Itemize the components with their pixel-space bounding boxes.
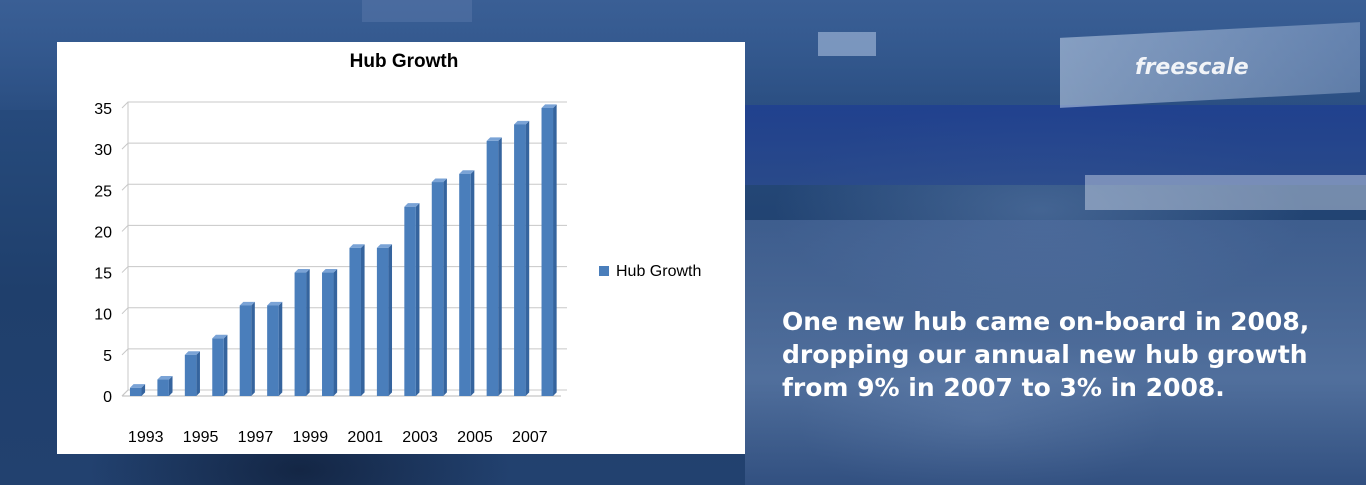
legend-swatch (599, 266, 609, 276)
x-tick-label: 2007 (512, 429, 548, 446)
bar-front (486, 140, 499, 396)
background-banner-text: freescale (1135, 55, 1249, 80)
background-photo-sign (362, 0, 472, 22)
bar-front (431, 182, 444, 396)
x-tick-label: 1999 (293, 429, 329, 446)
bar-side (360, 244, 365, 396)
bar (486, 137, 502, 397)
bar-top (514, 120, 530, 125)
y-tick-label: 35 (94, 101, 112, 118)
bar-side (251, 301, 255, 396)
bar-top (486, 137, 502, 141)
bar-front (349, 247, 361, 396)
background-photo-sign (818, 32, 876, 56)
bar-top (184, 351, 200, 355)
y-tick-label: 20 (94, 224, 112, 241)
background-photo-bleachers (745, 105, 1366, 185)
bar-top (239, 301, 255, 306)
bar (322, 268, 338, 396)
y-tick-label: 0 (103, 389, 112, 406)
bar-side (196, 351, 200, 396)
bar-top (294, 268, 310, 273)
bar-top (459, 170, 475, 174)
gridline (121, 101, 567, 109)
bar (239, 301, 255, 396)
caption-text: One new hub came on-board in 2008, dropp… (782, 307, 1310, 402)
x-tick-label: 2003 (402, 429, 438, 446)
bar-side (168, 375, 173, 396)
bar (404, 203, 420, 396)
bar-side (553, 104, 557, 397)
bar-top (212, 334, 228, 339)
bar-top (431, 178, 447, 183)
bar-front (322, 272, 334, 396)
bar-front (459, 173, 471, 396)
bar-top (129, 384, 146, 388)
bar (129, 384, 146, 396)
background-photo-judges-table (1085, 175, 1366, 210)
chart-panel: Hub Growth 0 5 10 15 20 25 30 35 1993 1995 1997 199… (57, 42, 745, 454)
bar-side (470, 170, 475, 396)
bar-front (514, 124, 526, 396)
legend-label: Hub Growth (616, 263, 701, 280)
bar (376, 244, 393, 396)
y-tick-label: 10 (94, 307, 112, 324)
bar (294, 268, 310, 396)
bar (349, 244, 365, 396)
bar-front (157, 379, 169, 396)
x-tick-label: 2005 (457, 429, 493, 446)
bar (514, 120, 530, 396)
bar-top (376, 244, 393, 248)
bar-top (349, 244, 365, 248)
background-photo-floor (745, 220, 1366, 485)
bar-front (212, 338, 224, 396)
bar-side (525, 120, 530, 396)
bar-top (157, 375, 173, 380)
bar (157, 375, 173, 396)
bar-front (184, 354, 197, 396)
y-tick-label: 25 (94, 183, 112, 200)
x-tick-label: 2001 (347, 429, 383, 446)
bar (184, 351, 200, 396)
bar (267, 301, 283, 396)
bar-front (404, 206, 416, 396)
bar-side (388, 244, 393, 396)
bar-side (443, 178, 447, 396)
bar-top (267, 301, 283, 306)
bar (541, 104, 557, 397)
bar-side (415, 203, 420, 396)
bar-side (141, 384, 146, 396)
bar-front (294, 272, 307, 396)
hub-growth-chart: Hub Growth 0 5 10 15 20 25 30 35 1993 1995 1997 199… (94, 51, 701, 446)
bar-front (129, 387, 142, 396)
chart-title: Hub Growth (350, 51, 459, 72)
y-tick-label: 30 (94, 142, 112, 159)
bar-top (404, 203, 420, 207)
x-tick-label: 1995 (183, 429, 219, 446)
x-tick-label: 1993 (128, 429, 164, 446)
bar-front (239, 305, 252, 396)
bar-front (267, 305, 279, 396)
y-tick-label: 15 (94, 266, 112, 283)
bar-top (541, 104, 557, 108)
bar-side (223, 334, 228, 396)
bar-side (278, 301, 283, 396)
bar-side (333, 268, 338, 396)
bar-front (541, 108, 554, 396)
bar (212, 334, 228, 396)
bar-side (306, 268, 310, 396)
y-tick-label: 5 (103, 348, 112, 365)
x-tick-label: 1997 (238, 429, 274, 446)
axis-floor-edge (121, 389, 129, 397)
bar-side (498, 137, 502, 397)
bar (459, 170, 475, 396)
bar-front (376, 247, 389, 396)
bar-top (322, 268, 338, 273)
bar (431, 178, 447, 396)
